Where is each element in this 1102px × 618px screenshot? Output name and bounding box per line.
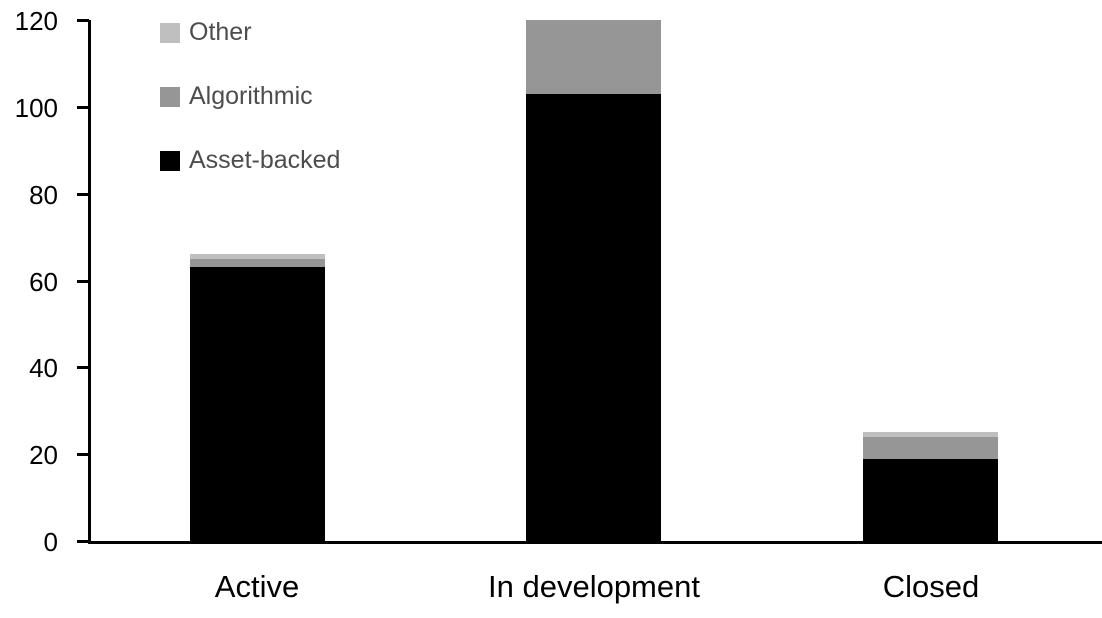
bar-segment-asset-backed — [863, 458, 998, 541]
y-axis-label-100: 100 — [14, 92, 58, 123]
bar-closed — [863, 432, 998, 541]
y-axis-tick-20 — [77, 453, 89, 457]
legend-swatch-algorithmic — [160, 86, 180, 107]
y-axis-label-80: 80 — [29, 179, 58, 210]
bar-segment-other — [863, 432, 998, 437]
bar-in-development — [526, 20, 661, 541]
x-axis-line — [88, 541, 1102, 544]
y-axis-label-60: 60 — [29, 266, 58, 297]
bar-segment-algorithmic — [526, 20, 661, 94]
legend-label-other: Other — [189, 18, 252, 46]
y-axis-label-120: 120 — [14, 6, 58, 36]
x-axis-label-closed: Closed — [882, 569, 980, 604]
legend-label-algorithmic: Algorithmic — [189, 82, 313, 110]
legend: Other Algorithmic Asset-backed — [160, 18, 341, 174]
legend-item-algorithmic: Algorithmic — [160, 82, 340, 110]
x-axis-label-in-development: In development — [488, 569, 700, 604]
y-axis-label-20: 20 — [29, 440, 58, 471]
y-axis-label-40: 40 — [29, 353, 58, 384]
y-axis-tick-80 — [77, 192, 89, 196]
y-axis-line — [88, 20, 91, 544]
legend-label-asset-backed: Asset-backed — [189, 146, 341, 174]
bar-segment-algorithmic — [190, 258, 325, 268]
bar-segment-asset-backed — [190, 267, 325, 541]
bar-segment-asset-backed — [526, 93, 661, 541]
y-axis-tick-60 — [77, 279, 89, 283]
y-axis-tick-100 — [77, 105, 89, 109]
legend-item-asset-backed: Asset-backed — [160, 146, 341, 174]
legend-item-other: Other — [160, 18, 340, 46]
y-axis-tick-120 — [77, 19, 89, 22]
legend-swatch-other — [160, 22, 180, 43]
bar-segment-algorithmic — [863, 436, 998, 459]
y-axis-tick-40 — [77, 366, 89, 370]
x-axis-label-active: Active — [214, 569, 300, 604]
y-axis-label-0: 0 — [43, 527, 58, 557]
bar-active — [190, 254, 325, 541]
y-axis-tick-0 — [77, 540, 89, 543]
bar-segment-other — [190, 254, 325, 259]
legend-swatch-asset-backed — [160, 150, 180, 171]
